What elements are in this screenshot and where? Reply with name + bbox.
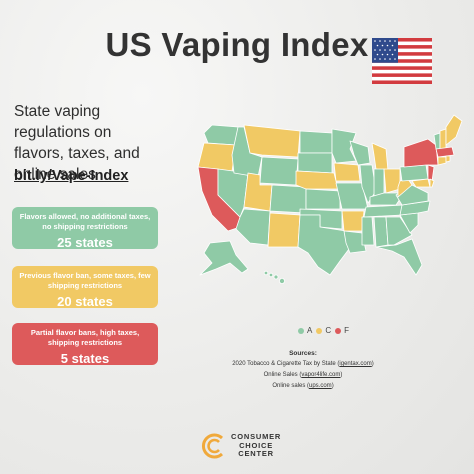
source-link-2[interactable]: vapor4life.com	[301, 372, 341, 378]
legend-label-c: C	[325, 326, 332, 335]
state-hawaii	[263, 270, 286, 284]
state-arkansas	[341, 210, 365, 232]
logo-text: CONSUMER CHOICE CENTER	[231, 432, 282, 459]
vape-index-link[interactable]: bit.ly/Vape-Index	[14, 168, 129, 184]
state-texas	[297, 214, 353, 276]
consumer-choice-center-logo: CONSUMER CHOICE CENTER	[200, 432, 281, 460]
grade-legend: A C F	[294, 326, 349, 335]
state-new-hampshire	[439, 128, 447, 150]
subtitle: State vaping regulations on flavors, tax…	[14, 103, 140, 183]
state-new-mexico	[267, 212, 301, 248]
source-line-1: 2020 Tobacco & Cigarette Tax by State (i…	[232, 361, 374, 367]
state-wisconsin	[349, 140, 371, 166]
category-count: 20 states	[57, 294, 113, 309]
state-michigan	[371, 142, 389, 172]
state-kansas	[305, 188, 341, 210]
legend-dot-c	[316, 327, 323, 334]
category-count: 25 states	[57, 235, 113, 250]
state-indiana	[373, 168, 385, 198]
state-alabama	[373, 216, 389, 248]
us-state-map	[197, 114, 463, 284]
state-south-dakota	[297, 152, 333, 174]
category-card-c: Previous flavor ban, some taxes, few shi…	[12, 266, 158, 309]
state-rhode-island	[445, 155, 451, 163]
source-line-3: Online sales (ups.com)	[272, 383, 334, 389]
state-arizona	[235, 208, 271, 246]
sources-block: Sources: 2020 Tobacco & Cigarette Tax by…	[220, 348, 386, 392]
state-wyoming	[259, 156, 299, 186]
category-description: Flavors allowed, no additional taxes, no…	[19, 212, 151, 231]
logo-icon	[202, 433, 224, 459]
state-montana	[243, 124, 301, 158]
state-mississippi	[361, 216, 375, 246]
legend-dot-f	[335, 327, 342, 334]
state-new-york	[403, 138, 439, 168]
page-title: US Vaping Index	[105, 26, 369, 63]
state-new-jersey	[427, 164, 435, 182]
state-tennessee	[363, 204, 405, 218]
state-delaware	[429, 178, 435, 188]
state-florida	[375, 238, 423, 276]
state-washington	[203, 124, 239, 146]
us-flag-icon	[372, 38, 432, 84]
source-link-1[interactable]: igentax.com	[339, 361, 372, 367]
state-nebraska	[295, 170, 339, 190]
state-connecticut	[437, 156, 447, 166]
state-maine	[445, 114, 463, 146]
state-louisiana	[343, 230, 367, 254]
category-description: Partial flavor bans, high taxes, shippin…	[30, 328, 140, 347]
state-massachusetts	[435, 146, 455, 158]
category-count: 5 states	[60, 351, 110, 366]
state-north-dakota	[299, 130, 333, 154]
state-alaska	[199, 240, 249, 276]
category-card-f: Partial flavor bans, high taxes, shippin…	[12, 323, 158, 366]
sources-heading: Sources:	[289, 350, 317, 357]
state-georgia	[385, 216, 413, 246]
state-iowa	[333, 162, 361, 182]
source-line-2: Online Sales (vapor4life.com)	[263, 372, 343, 378]
legend-label-f: F	[344, 326, 350, 335]
legend-dot-a	[298, 327, 304, 334]
category-card-a: Flavors allowed, no additional taxes, no…	[12, 207, 158, 250]
category-description: Previous flavor ban, some taxes, few shi…	[19, 271, 151, 290]
state-pennsylvania	[399, 164, 429, 182]
state-oregon	[197, 142, 237, 172]
legend-label-a: A	[307, 326, 313, 335]
source-link-3[interactable]: ups.com	[309, 383, 332, 389]
